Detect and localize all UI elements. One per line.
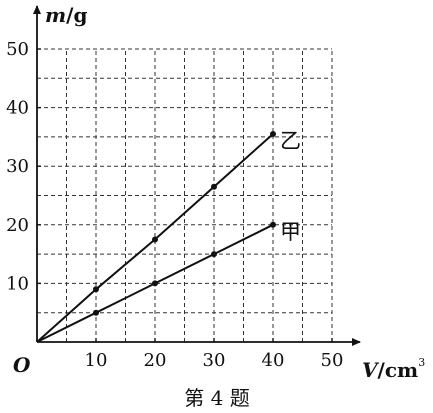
x-axis-title: V/cm3	[362, 356, 425, 382]
y-tick-label: 40	[6, 98, 29, 119]
x-tick-label: 50	[321, 350, 344, 371]
data-point	[270, 221, 276, 228]
y-tick-label: 20	[6, 215, 29, 236]
y-axis-title: m/g	[45, 3, 87, 27]
x-axis-unit-exponent: 3	[418, 356, 425, 369]
data-point	[270, 130, 276, 137]
x-tick-label: 40	[262, 350, 285, 371]
axes	[33, 5, 361, 346]
y-tick-label: 10	[6, 273, 29, 294]
y-axis-unit: /g	[66, 3, 87, 27]
y-tick-label: 30	[6, 156, 29, 177]
data-point	[152, 280, 158, 287]
x-axis-unit: /cm	[378, 358, 419, 382]
origin-label: O	[13, 353, 31, 377]
figure-caption: 第 4 题	[184, 386, 249, 410]
y-axis-name: m	[45, 3, 66, 27]
data-point	[211, 183, 217, 190]
x-axis-name: V	[362, 358, 380, 382]
series-label-1: 甲	[280, 220, 301, 244]
data-point	[93, 286, 99, 293]
data-point	[93, 309, 99, 316]
x-tick-label: 10	[85, 350, 108, 371]
y-tick-label: 50	[6, 39, 29, 60]
grid	[37, 48, 333, 342]
data-point	[152, 236, 158, 243]
tick-labels: 10 20 30 40 50 10 20 30 40 50	[6, 39, 343, 371]
data-point	[211, 251, 217, 258]
series: 甲乙	[36, 129, 301, 343]
series-label-2: 乙	[280, 129, 301, 153]
x-tick-label: 20	[144, 350, 167, 371]
x-tick-label: 30	[203, 350, 226, 371]
